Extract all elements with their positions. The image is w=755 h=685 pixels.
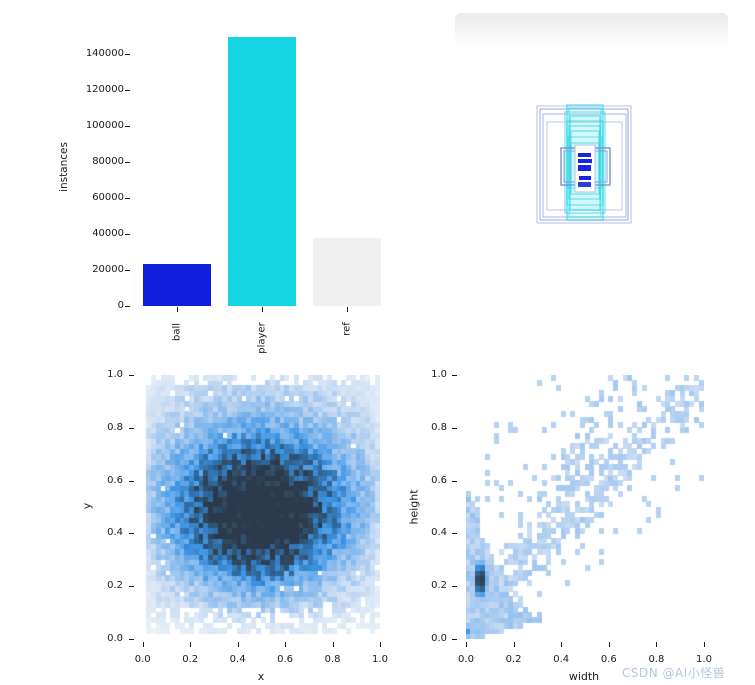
heatmap-ytick-label: 0.8 — [107, 421, 123, 433]
bar-category-label: ref — [341, 322, 353, 337]
bounding-box — [578, 159, 592, 163]
heatmap-ytick-mark — [128, 586, 134, 588]
heatmap-xtick-mark — [237, 642, 239, 647]
bar-ytick-label: 0 — [117, 300, 124, 311]
bounding-box — [536, 105, 632, 224]
heatmap-xtick-mark — [608, 642, 610, 647]
csdn-watermark: CSDN @AI小怪兽 — [622, 666, 726, 680]
heatmap-xtick-label: 0.6 — [277, 654, 294, 665]
bounding-box — [578, 153, 591, 157]
heatmap-ytick-mark — [452, 586, 457, 588]
bar-ytick-mark — [125, 126, 130, 127]
xy-heatmap-canvas — [142, 375, 380, 639]
bar-xtick-mark — [262, 307, 263, 312]
wh-ylabel: height — [407, 489, 421, 525]
heatmap-ytick-mark — [452, 427, 457, 429]
heatmap-ytick-label: 0.8 — [431, 421, 447, 433]
heatmap-xtick-mark — [190, 642, 192, 647]
heatmap-ytick-mark — [128, 533, 134, 535]
wh-heatmap-canvas — [466, 375, 704, 639]
heatmap-xtick-mark — [513, 642, 515, 647]
heatmap-xtick-label: 0.8 — [648, 654, 665, 665]
heatmap-xtick-label: 0.2 — [182, 654, 199, 665]
bar-player — [227, 36, 297, 306]
heatmap-xtick-label: 0.0 — [458, 654, 474, 665]
heatmap-xtick-label: 0.6 — [600, 654, 617, 665]
bounding-box — [579, 176, 591, 180]
wh-xlabel: width — [568, 670, 600, 683]
bar-ytick-mark — [125, 306, 130, 307]
bar-xtick-mark — [347, 307, 349, 312]
bar-ytick-mark — [125, 270, 130, 271]
bar-ytick-label: 40000 — [92, 228, 124, 239]
heatmap-ytick-label: 0.0 — [431, 633, 447, 644]
bar-ytick-label: 140000 — [85, 48, 124, 59]
heatmap-xtick-mark — [332, 642, 334, 647]
bar-xtick-mark — [176, 307, 178, 312]
bar-chart-plot-area — [134, 36, 390, 306]
heatmap-ytick-mark — [452, 533, 457, 535]
bar-category-label: ball — [171, 323, 183, 342]
heatmap-ytick-mark — [128, 375, 134, 376]
bar-category-label: player — [256, 322, 268, 354]
heatmap-xtick-label: 0.2 — [505, 654, 522, 665]
heatmap-ytick-label: 0.4 — [431, 527, 447, 539]
heatmap-xtick-mark — [466, 642, 467, 647]
heatmap-xtick-label: 1.0 — [696, 654, 712, 665]
screenshot-artifact-band — [455, 13, 728, 53]
heatmap-xtick-label: 0.8 — [324, 654, 341, 665]
bar-ytick-mark — [125, 90, 130, 91]
bar-ytick-mark — [125, 234, 130, 235]
heatmap-xtick-mark — [380, 642, 381, 647]
bounding-box — [564, 111, 606, 214]
bar-ball — [142, 264, 211, 306]
bounding-box — [578, 182, 591, 187]
heatmap-xtick-mark — [285, 642, 287, 647]
xy-ylabel: y — [80, 502, 94, 510]
heatmap-xtick-mark — [561, 642, 563, 647]
heatmap-ytick-label: 0.0 — [107, 633, 123, 644]
bar-ref — [313, 237, 382, 306]
bbox-overlay-plot — [536, 104, 632, 224]
heatmap-ytick-mark — [128, 427, 134, 429]
bounding-box — [578, 165, 591, 171]
heatmap-xtick-label: 1.0 — [372, 654, 388, 665]
bar-ytick-label: 80000 — [92, 156, 124, 167]
bar-ytick-mark — [125, 54, 130, 55]
heatmap-xtick-mark — [704, 642, 705, 647]
bar-ytick-label: 120000 — [85, 84, 124, 95]
heatmap-ytick-label: 0.2 — [431, 580, 447, 592]
bar-ytick-mark — [125, 198, 130, 199]
bounding-box — [566, 120, 604, 206]
heatmap-xtick-label: 0.4 — [229, 654, 246, 665]
heatmap-ytick-mark — [128, 480, 134, 482]
xy-xlabel: x — [257, 670, 265, 683]
heatmap-ytick-mark — [128, 639, 134, 640]
heatmap-ytick-label: 1.0 — [107, 369, 123, 380]
bounding-box — [542, 113, 627, 218]
bar-ytick-label: 60000 — [92, 192, 124, 203]
heatmap-ytick-label: 0.6 — [431, 474, 447, 486]
heatmap-ytick-label: 1.0 — [431, 369, 447, 380]
bar-ytick-label: 100000 — [85, 120, 124, 131]
heatmap-ytick-mark — [452, 480, 457, 482]
bar-ytick-mark — [125, 162, 130, 163]
heatmap-xtick-mark — [656, 642, 658, 647]
bounding-box — [568, 125, 601, 200]
heatmap-ytick-label: 0.6 — [107, 474, 123, 486]
heatmap-xtick-label: 0.0 — [134, 654, 151, 665]
heatmap-ytick-mark — [452, 375, 457, 376]
heatmap-xtick-label: 0.4 — [553, 654, 570, 665]
heatmap-ytick-label: 0.4 — [107, 527, 123, 539]
bar-ytick-label: 20000 — [92, 264, 124, 275]
heatmap-ytick-mark — [452, 639, 457, 640]
heatmap-xtick-mark — [142, 642, 144, 647]
heatmap-ytick-label: 0.2 — [107, 580, 123, 592]
